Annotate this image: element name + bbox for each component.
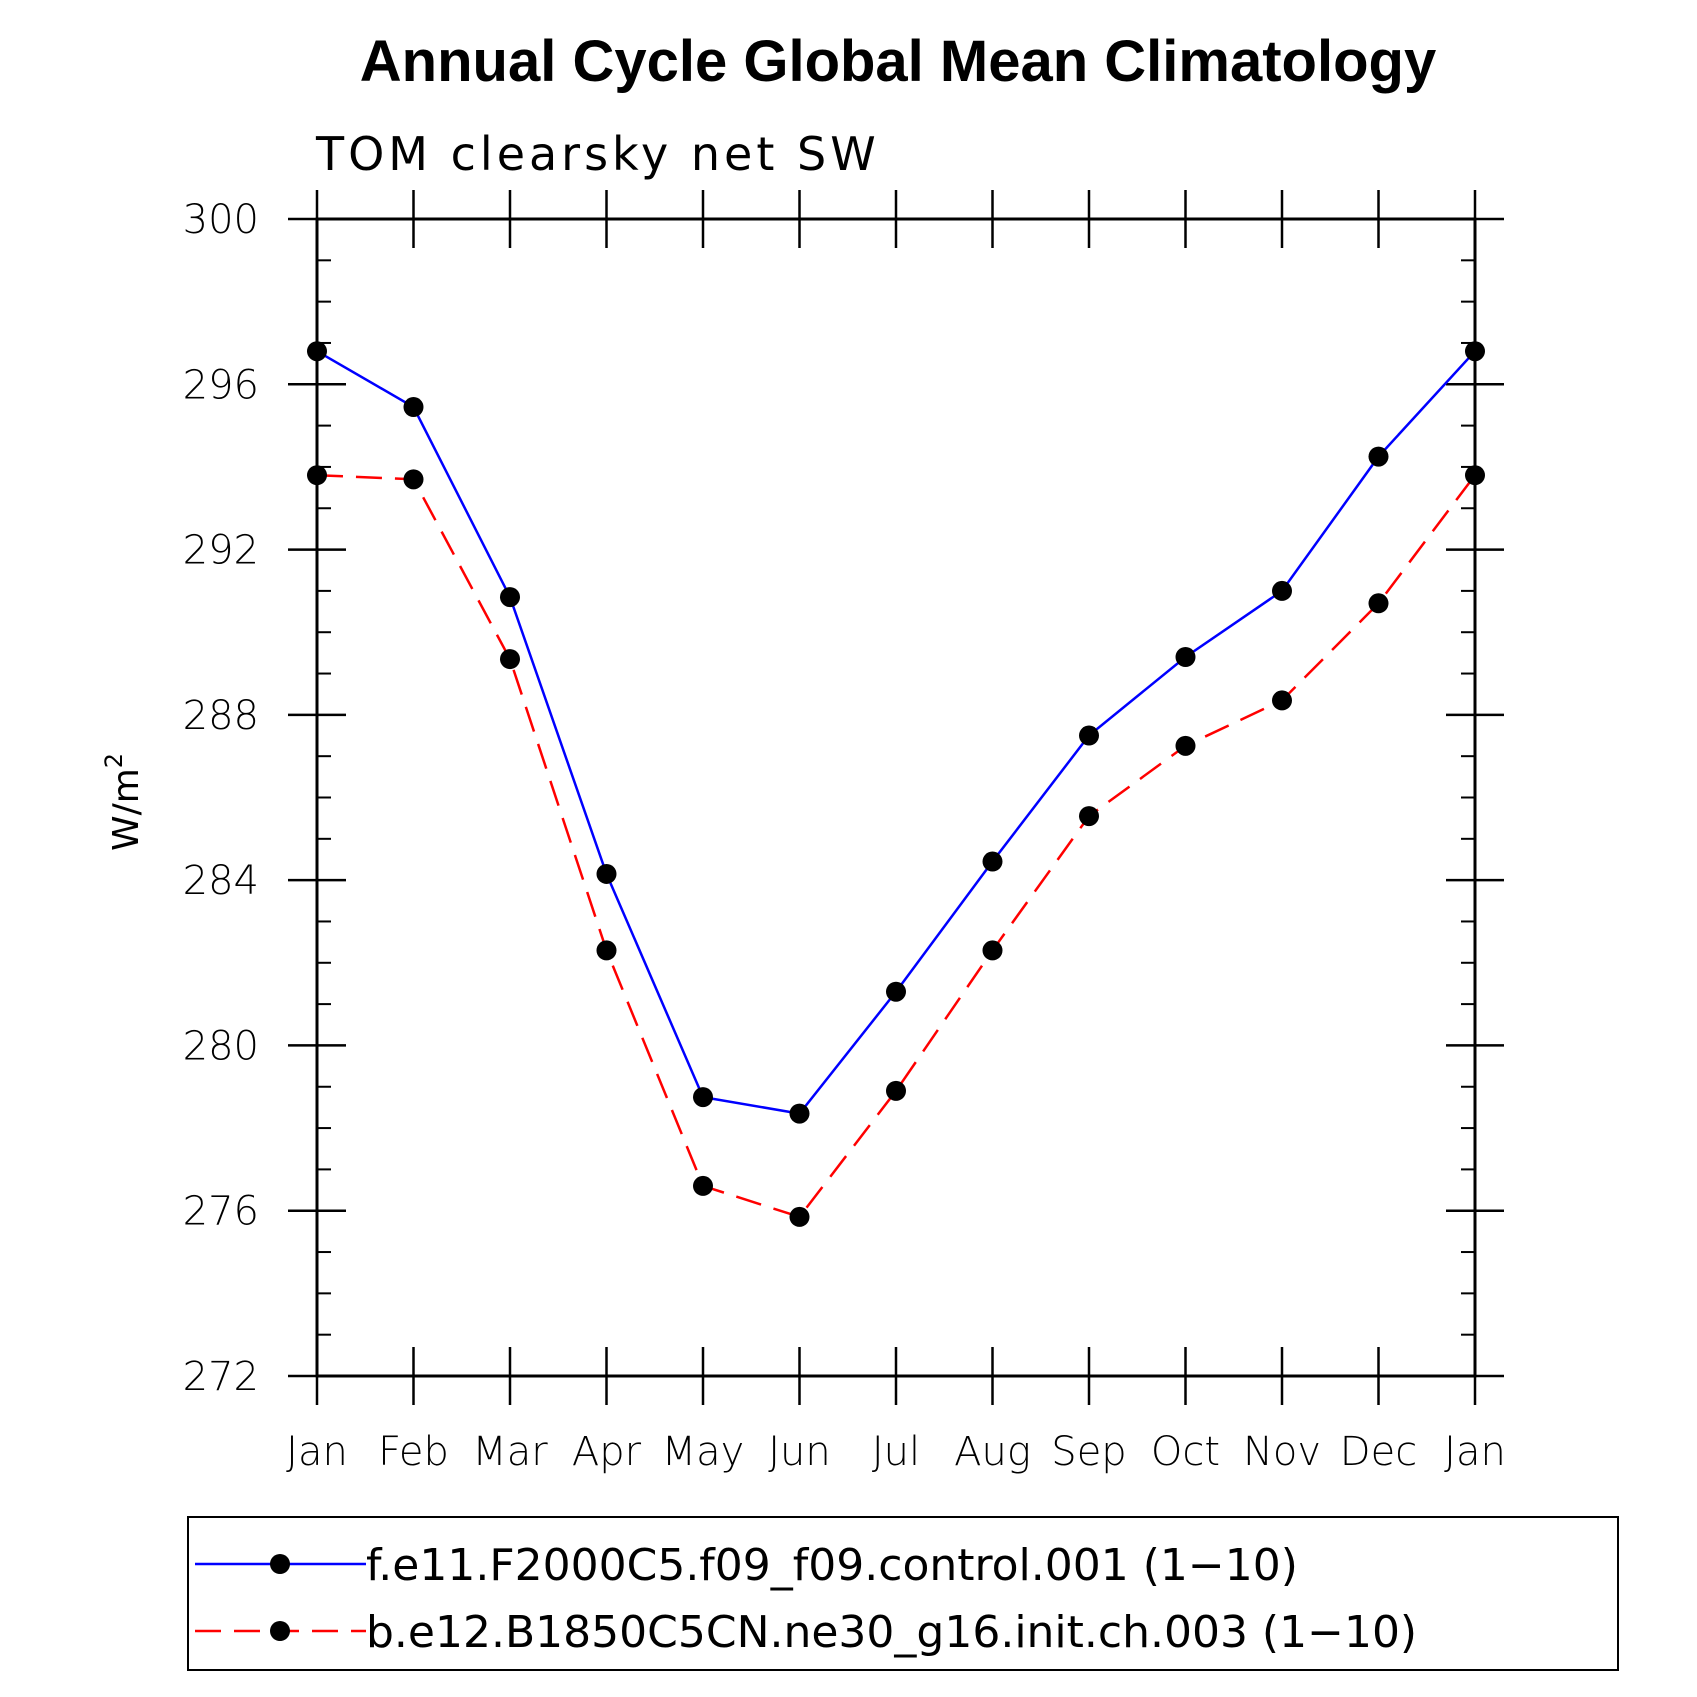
series-2-point	[500, 649, 520, 670]
x-tick-label: Mar	[472, 1429, 548, 1475]
series-1-point	[789, 1103, 810, 1124]
y-tick-label: 300	[183, 197, 259, 243]
series-2-point	[1079, 806, 1099, 827]
series-2-point	[403, 469, 424, 490]
series-2-point	[693, 1175, 713, 1196]
plot-frame	[315, 217, 1477, 1378]
x-tick-label: Jun	[768, 1429, 831, 1475]
y-tick-label: 284	[183, 858, 259, 904]
legend-box	[187, 1516, 1619, 1671]
plot-border	[315, 217, 1477, 1378]
series-1-point	[500, 587, 520, 608]
y-tick-label: 296	[183, 362, 259, 408]
x-tick-label: May	[662, 1429, 745, 1475]
series-1-point	[982, 851, 1003, 872]
x-tick-label: Apr	[572, 1429, 642, 1475]
series-2-point	[596, 940, 617, 961]
chart-subtitle: TOM clearsky net SW	[315, 127, 880, 181]
x-tick-label: Jul	[872, 1429, 920, 1475]
series-2-point	[982, 940, 1003, 961]
series-1-point	[693, 1087, 713, 1108]
legend-marker-series-1	[270, 1554, 290, 1574]
x-axis-tick-labels: Jan Feb Mar Apr May Jun Jul Aug Sep Oct Nov Dec Jan	[286, 1429, 1506, 1475]
series-1-point	[596, 863, 617, 884]
chart-title: Annual Cycle Global Mean Climatology	[360, 29, 1436, 94]
x-tick-label: Aug	[954, 1429, 1031, 1475]
x-tick-label: Oct	[1151, 1429, 1220, 1475]
series-2-point	[307, 465, 327, 486]
x-tick-label: Feb	[378, 1429, 449, 1475]
y-tick-label: 276	[183, 1189, 259, 1235]
y-tick-label: 280	[183, 1023, 259, 1069]
series-1-point	[1079, 725, 1099, 746]
legend-label-series-1: f.e11.F2000C5.f09_f09.control.001 (1−10)	[366, 1540, 1298, 1591]
series-1-point	[403, 397, 424, 418]
series-2-point	[886, 1080, 906, 1101]
series-2-point	[1272, 690, 1292, 711]
y-tick-label: 272	[183, 1354, 259, 1400]
series-1-point	[886, 981, 906, 1002]
legend: f.e11.F2000C5.f09_f09.control.001 (1−10)…	[187, 1516, 1619, 1671]
y-axis-ticks	[288, 217, 1504, 1378]
x-tick-label: Nov	[1243, 1429, 1321, 1475]
x-tick-label: Jan	[1444, 1429, 1506, 1475]
y-tick-label: 292	[183, 528, 259, 574]
series-points	[307, 341, 1485, 1227]
series-1-point	[1465, 341, 1485, 362]
series-2-point	[1175, 735, 1196, 756]
y-tick-label: 288	[183, 693, 259, 739]
series-line-2	[316, 473, 1476, 1219]
legend-label-series-2: b.e12.B1850C5CN.ne30_g16.init.ch.003 (1−…	[366, 1607, 1417, 1658]
y-axis-tick-labels: 272 276 280 284 288 292 296 300	[183, 197, 259, 1400]
legend-marker-series-2	[270, 1621, 290, 1641]
series-1-point	[1368, 446, 1389, 467]
y-axis-label-superscript: 2	[100, 753, 128, 768]
series-1-point	[307, 341, 327, 362]
x-tick-label: Dec	[1340, 1429, 1417, 1475]
series-2-point	[1368, 593, 1389, 614]
x-tick-label: Jan	[286, 1429, 348, 1475]
x-axis-ticks	[315, 190, 1477, 1405]
y-axis-label-base: W/m	[106, 768, 147, 851]
series-2-point	[789, 1206, 810, 1227]
series-1-point	[1175, 647, 1196, 668]
series-1-point	[1272, 580, 1292, 601]
y-axis-label: W/m2	[100, 753, 147, 851]
series-2-point	[1465, 465, 1485, 486]
x-tick-label: Sep	[1051, 1429, 1126, 1475]
